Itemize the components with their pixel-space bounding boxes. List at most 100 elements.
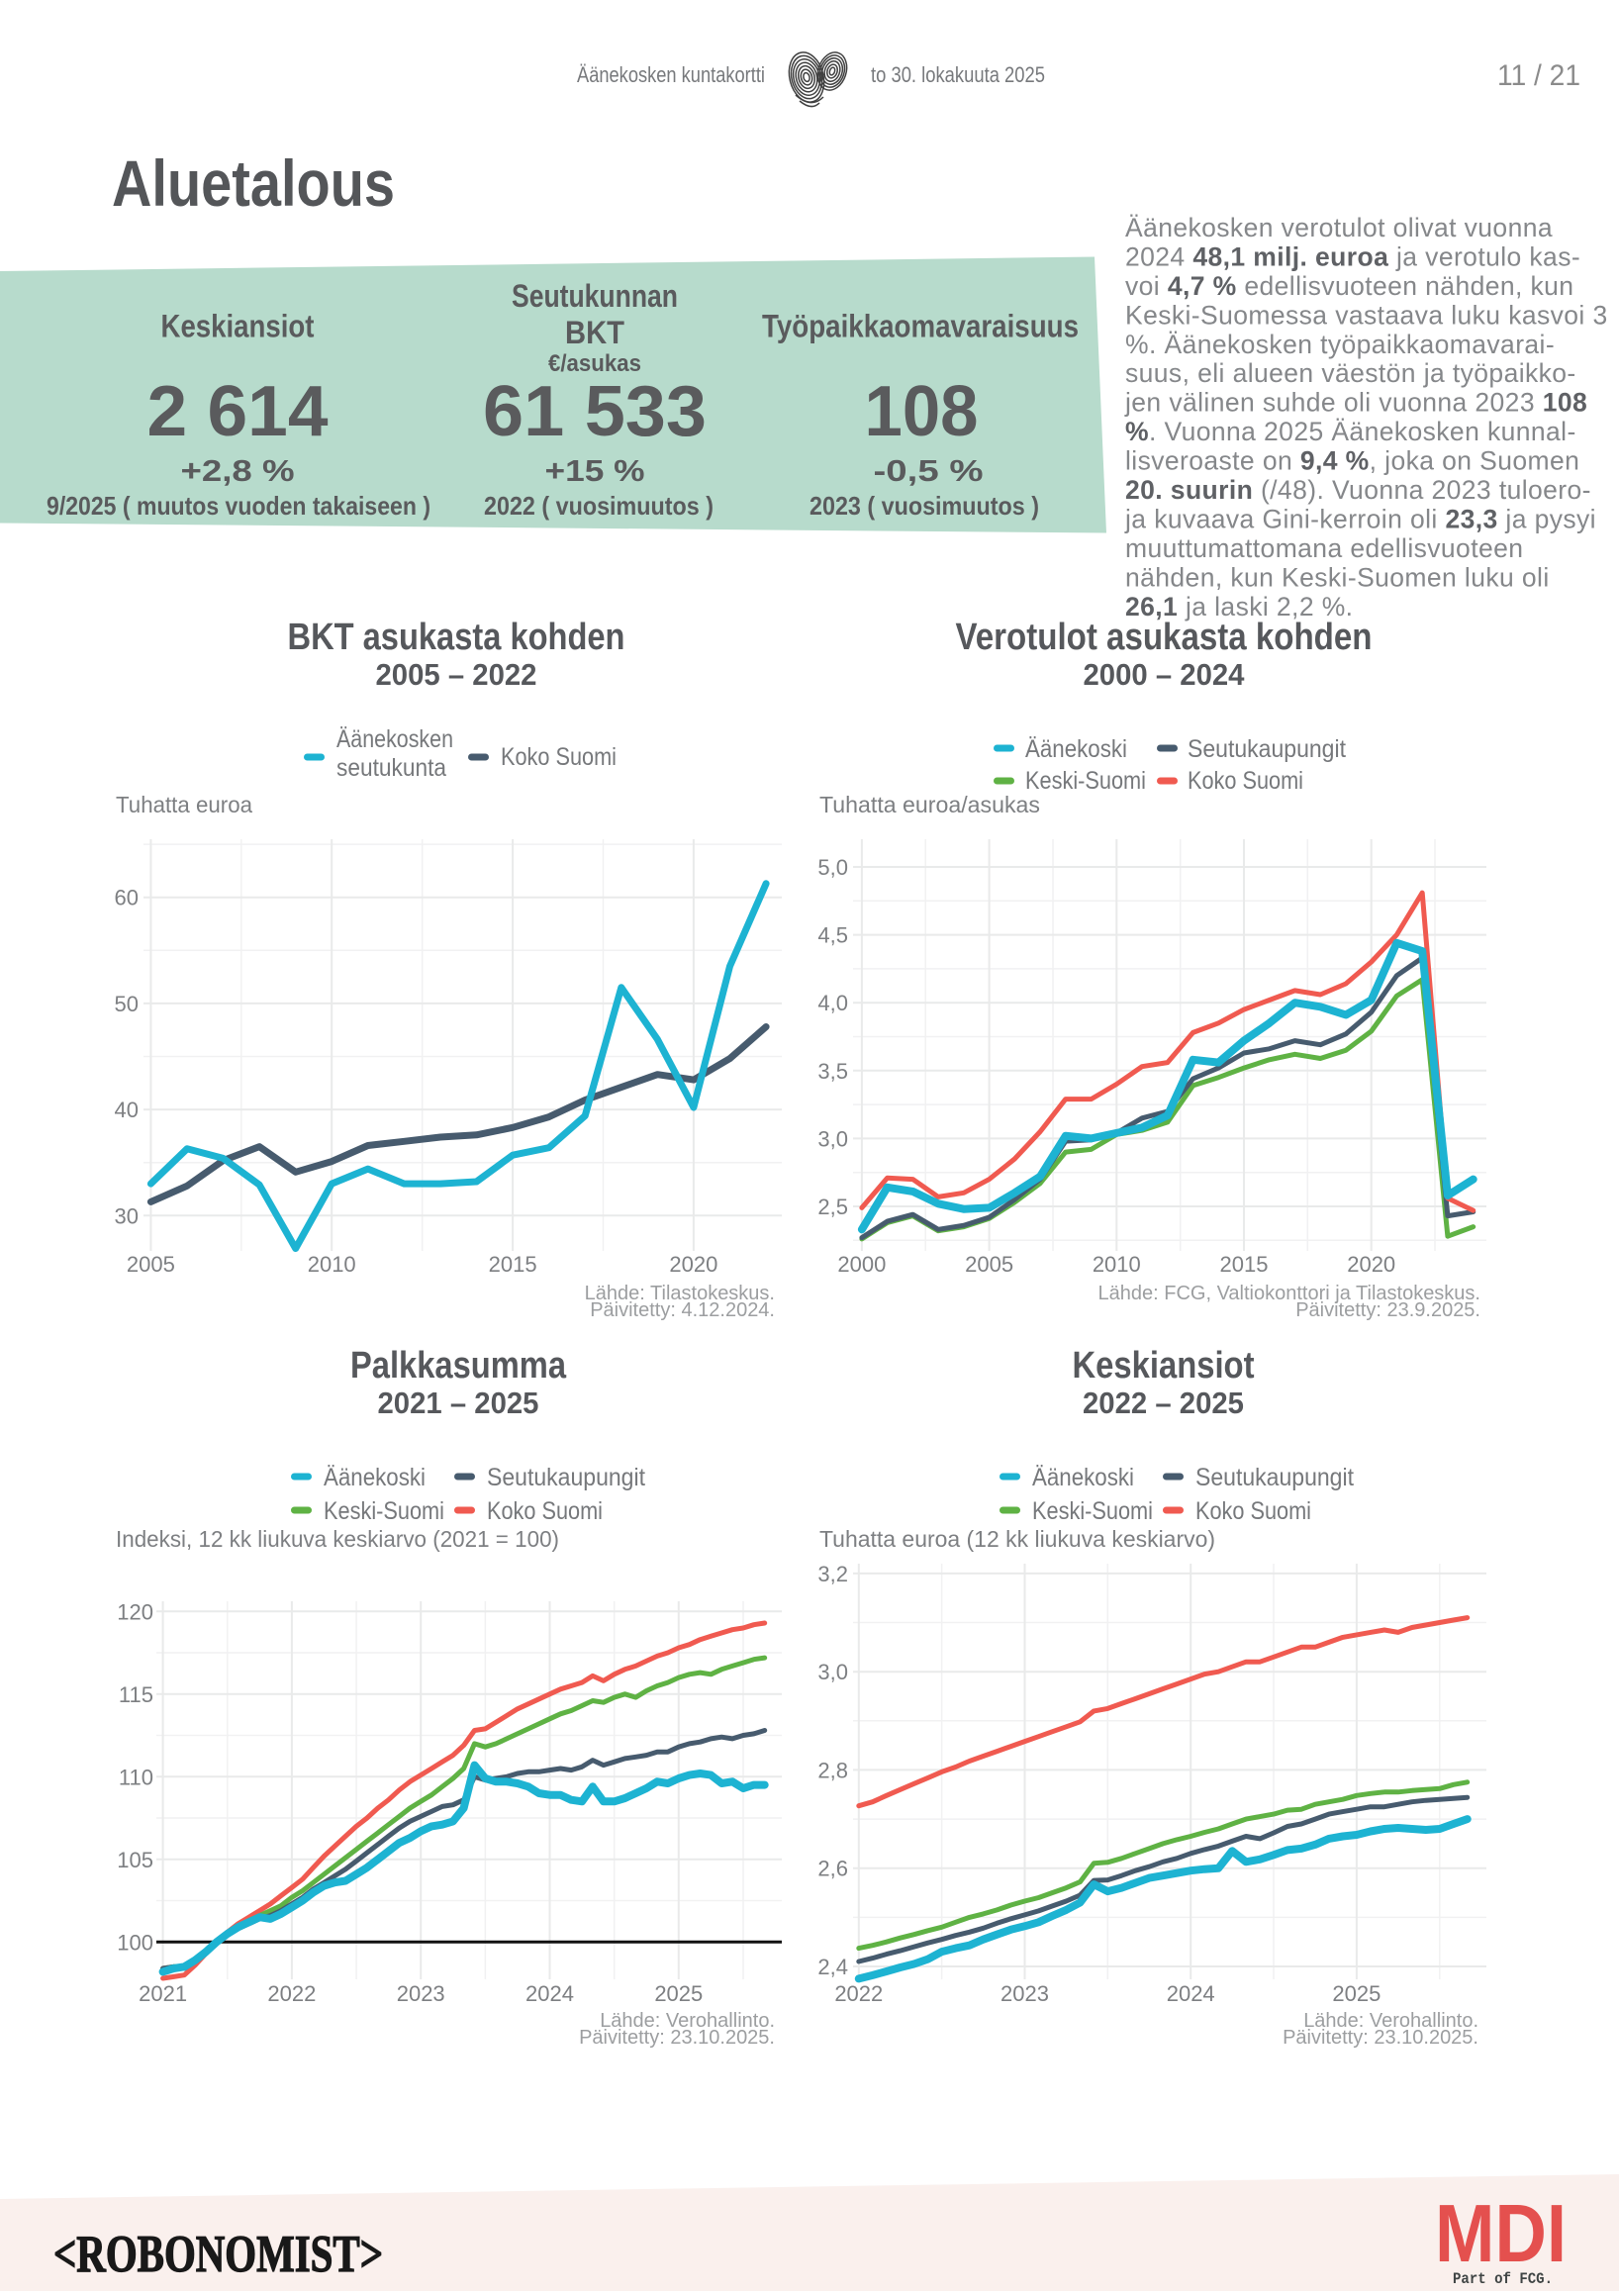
svg-text:Päivitetty: 23.10.2025.: Päivitetty: 23.10.2025.: [579, 2027, 775, 2049]
svg-text:2022: 2022: [834, 1981, 883, 2006]
svg-text:2023 ( vuosimuutos ): 2023 ( vuosimuutos ): [810, 491, 1039, 521]
svg-text:2005: 2005: [127, 1252, 175, 1277]
svg-text:Keskiansiot: Keskiansiot: [1073, 1345, 1255, 1387]
svg-text:3,5: 3,5: [817, 1059, 848, 1084]
svg-text:2025: 2025: [1332, 1981, 1381, 2006]
svg-text:2023: 2023: [1000, 1981, 1049, 2006]
svg-text:Palkkasumma: Palkkasumma: [350, 1345, 567, 1387]
svg-text:2010: 2010: [1093, 1252, 1141, 1277]
svg-text:2,8: 2,8: [817, 1758, 848, 1782]
svg-text:Työpaikkaomavaraisuus: Työpaikkaomavaraisuus: [762, 309, 1079, 344]
svg-text:5,0: 5,0: [817, 855, 848, 880]
svg-text:2,6: 2,6: [817, 1857, 848, 1881]
svg-text:Koko Suomi: Koko Suomi: [487, 1497, 603, 1525]
svg-text:Keski-Suomi: Keski-Suomi: [324, 1497, 444, 1525]
svg-text:20. suurin (/48). Vuonna 2023: 20. suurin (/48). Vuonna 2023 tuloero-: [1125, 475, 1591, 505]
svg-text:Seutukunnan: Seutukunnan: [512, 278, 678, 314]
svg-text:Koko Suomi: Koko Suomi: [1195, 1497, 1311, 1525]
svg-text:2010: 2010: [308, 1252, 356, 1277]
svg-text:50: 50: [115, 992, 139, 1016]
svg-text:120: 120: [117, 1599, 153, 1624]
svg-text:2021 – 2025: 2021 – 2025: [378, 1386, 539, 1420]
svg-text:2023: 2023: [397, 1981, 445, 2006]
svg-text:30: 30: [115, 1203, 139, 1228]
svg-text:+15 %: +15 %: [545, 453, 645, 488]
svg-text:2,5: 2,5: [817, 1195, 848, 1219]
svg-text:2020: 2020: [1347, 1252, 1395, 1277]
svg-text:2021: 2021: [139, 1981, 187, 2006]
svg-text:Äänekosken verotulot olivat vu: Äänekosken verotulot olivat vuonna: [1125, 213, 1553, 242]
svg-text:Indeksi, 12 kk liukuva keskiar: Indeksi, 12 kk liukuva keskiarvo (2021 =…: [116, 1526, 559, 1552]
svg-text:+2,8 %: +2,8 %: [181, 453, 295, 488]
svg-text:100: 100: [117, 1930, 153, 1955]
svg-text:Äänekoski: Äänekoski: [1025, 735, 1127, 763]
svg-text:2 614: 2 614: [147, 372, 329, 451]
svg-text:Tuhatta euroa/asukas: Tuhatta euroa/asukas: [819, 792, 1040, 817]
svg-text:9/2025 ( muutos vuoden takaise: 9/2025 ( muutos vuoden takaiseen ): [47, 491, 430, 521]
svg-text:2000: 2000: [837, 1252, 886, 1277]
svg-text:Päivitetty: 23.9.2025.: Päivitetty: 23.9.2025.: [1295, 1299, 1480, 1321]
svg-text:Lähde: Verohallinto.: Lähde: Verohallinto.: [600, 2010, 775, 2032]
svg-text:Keskiansiot: Keskiansiot: [161, 309, 315, 344]
svg-text:26,1 ja laski 2,2 %.: 26,1 ja laski 2,2 %.: [1125, 592, 1353, 622]
svg-text:2022: 2022: [267, 1981, 316, 2006]
svg-text:Lähde: FCG, Valtiokonttori ja: Lähde: FCG, Valtiokonttori ja Tilastokes…: [1098, 1283, 1480, 1304]
svg-text:-0,5 %: -0,5 %: [874, 453, 984, 488]
svg-text:3,0: 3,0: [817, 1126, 848, 1151]
svg-text:61 533: 61 533: [483, 372, 707, 451]
svg-text:115: 115: [119, 1682, 153, 1707]
svg-text:Aluetalous: Aluetalous: [112, 146, 395, 220]
svg-text:108: 108: [865, 372, 979, 451]
svg-text:4,5: 4,5: [817, 923, 848, 948]
svg-text:Seutukaupungit: Seutukaupungit: [487, 1464, 645, 1491]
svg-text:%. Äänekosken työpaikkaomavara: %. Äänekosken työpaikkaomavarai-: [1125, 330, 1555, 359]
svg-text:Lähde: Tilastokeskus.: Lähde: Tilastokeskus.: [585, 1283, 775, 1304]
svg-text:2020: 2020: [669, 1252, 717, 1277]
svg-text:60: 60: [115, 886, 139, 910]
svg-text:Päivitetty: 23.10.2025.: Päivitetty: 23.10.2025.: [1283, 2027, 1478, 2049]
svg-text:4,0: 4,0: [817, 991, 848, 1015]
svg-text:2005: 2005: [965, 1252, 1013, 1277]
svg-text:Keski-Suomi: Keski-Suomi: [1032, 1497, 1153, 1525]
svg-text:Päivitetty: 4.12.2024.: Päivitetty: 4.12.2024.: [590, 1299, 775, 1321]
svg-text:Keski-Suomessa vastaava luku k: Keski-Suomessa vastaava luku kasvoi 3: [1125, 300, 1608, 330]
svg-text:<ROBONOMIST>: <ROBONOMIST>: [53, 2226, 383, 2283]
svg-text:Äänekoski: Äänekoski: [324, 1464, 426, 1491]
svg-text:Äänekosken kuntakortti: Äänekosken kuntakortti: [577, 62, 765, 87]
svg-text:2024: 2024: [1167, 1981, 1215, 2006]
svg-text:2024 48,1 milj. euroa ja verot: 2024 48,1 milj. euroa ja verotulo kas-: [1125, 241, 1580, 271]
svg-text:%. Vuonna 2025 Äänekosken kunn: %. Vuonna 2025 Äänekosken kunnal-: [1125, 417, 1576, 446]
svg-text:2000 – 2024: 2000 – 2024: [1084, 657, 1246, 692]
svg-text:40: 40: [115, 1098, 139, 1122]
svg-text:nähden, kun Keski-Suomen luku: nähden, kun Keski-Suomen luku oli: [1125, 562, 1550, 592]
svg-text:2024: 2024: [525, 1981, 574, 2006]
svg-text:Part of FCG.: Part of FCG.: [1453, 2270, 1553, 2288]
svg-text:2,4: 2,4: [817, 1955, 848, 1979]
svg-text:Koko Suomi: Koko Suomi: [1188, 767, 1303, 795]
svg-text:Koko Suomi: Koko Suomi: [501, 743, 617, 771]
svg-text:3,2: 3,2: [817, 1562, 848, 1586]
svg-text:ja kuvaava Gini-kerroin oli 23: ja kuvaava Gini-kerroin oli 23,3 ja pysy…: [1124, 505, 1596, 534]
svg-text:2022 ( vuosimuutos ): 2022 ( vuosimuutos ): [484, 491, 714, 521]
svg-text:2022 – 2025: 2022 – 2025: [1083, 1386, 1244, 1420]
svg-text:3,0: 3,0: [817, 1660, 848, 1684]
svg-text:Tuhatta euroa: Tuhatta euroa: [116, 792, 252, 817]
svg-text:voi 4,7 % edellisvuoteen nähde: voi 4,7 % edellisvuoteen nähden, kun: [1125, 271, 1573, 301]
svg-text:Lähde: Verohallinto.: Lähde: Verohallinto.: [1303, 2010, 1478, 2032]
svg-text:BKT asukasta kohden: BKT asukasta kohden: [288, 617, 625, 658]
svg-text:lisveroaste on 9,4 %, joka on: lisveroaste on 9,4 %, joka on Suomen: [1125, 446, 1579, 476]
svg-text:105: 105: [117, 1848, 153, 1872]
svg-text:2015: 2015: [489, 1252, 537, 1277]
svg-text:€/asukas: €/asukas: [548, 350, 641, 377]
svg-text:Verotulot asukasta kohden: Verotulot asukasta kohden: [956, 617, 1373, 658]
svg-text:2015: 2015: [1220, 1252, 1269, 1277]
svg-text:suus, eli alueen väestön ja ty: suus, eli alueen väestön ja työpaikko-: [1125, 358, 1576, 388]
svg-text:Äänekoski: Äänekoski: [1032, 1464, 1134, 1491]
svg-text:muuttumattomana edellisvuoteen: muuttumattomana edellisvuoteen: [1125, 533, 1523, 563]
svg-text:to 30. lokakuuta 2025: to 30. lokakuuta 2025: [871, 62, 1045, 87]
svg-text:Äänekosken: Äänekosken: [336, 725, 453, 753]
svg-text:Seutukaupungit: Seutukaupungit: [1188, 735, 1346, 763]
svg-text:Seutukaupungit: Seutukaupungit: [1195, 1464, 1354, 1491]
svg-text:jen välinen suhde oli vuonna 2: jen välinen suhde oli vuonna 2023 108: [1124, 388, 1587, 418]
svg-text:MDI: MDI: [1435, 2187, 1567, 2279]
